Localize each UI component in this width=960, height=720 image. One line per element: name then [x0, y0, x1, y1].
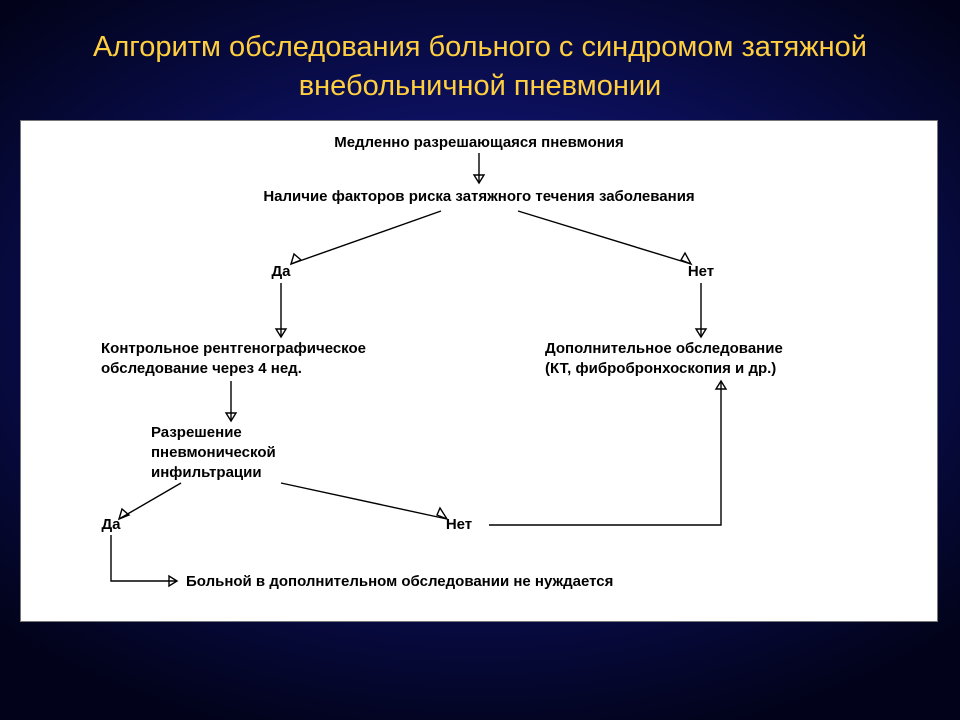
node-n5b: пневмонической	[151, 444, 276, 461]
edge-n2-yes1	[291, 211, 441, 264]
arrow-n2-yes1-icon	[291, 254, 301, 264]
flowchart-svg: Медленно разрешающаяся пневмония Наличие…	[21, 121, 937, 621]
node-n5a: Разрешение	[151, 424, 242, 441]
node-yes2: Да	[101, 516, 121, 533]
edge-yes2-n6	[111, 535, 177, 581]
node-n1: Медленно разрешающаяся пневмония	[334, 134, 624, 151]
edge-n5-no2	[281, 483, 447, 519]
node-n6: Больной в дополнительном обследовании не…	[186, 573, 613, 590]
node-no1: Нет	[688, 263, 714, 280]
node-n2: Наличие факторов риска затяжного течения…	[263, 188, 694, 205]
slide-title: Алгоритм обследования больного с синдром…	[0, 28, 960, 106]
node-n4b: (КТ, фибробронхоскопия и др.)	[545, 360, 776, 377]
edge-no2-n4	[489, 381, 721, 525]
arrow-n2-no1-icon	[681, 253, 691, 264]
flowchart-panel: Медленно разрешающаяся пневмония Наличие…	[20, 120, 938, 622]
node-n5c: инфильтрации	[151, 464, 262, 481]
slide: Алгоритм обследования больного с синдром…	[0, 0, 960, 720]
edge-n2-no1	[518, 211, 691, 264]
node-n3b: обследование через 4 нед.	[101, 360, 302, 377]
node-yes1: Да	[271, 263, 291, 280]
node-n4a: Дополнительное обследование	[545, 340, 783, 357]
node-n3a: Контрольное рентгенографическое	[101, 340, 366, 357]
node-no2: Нет	[446, 516, 472, 533]
